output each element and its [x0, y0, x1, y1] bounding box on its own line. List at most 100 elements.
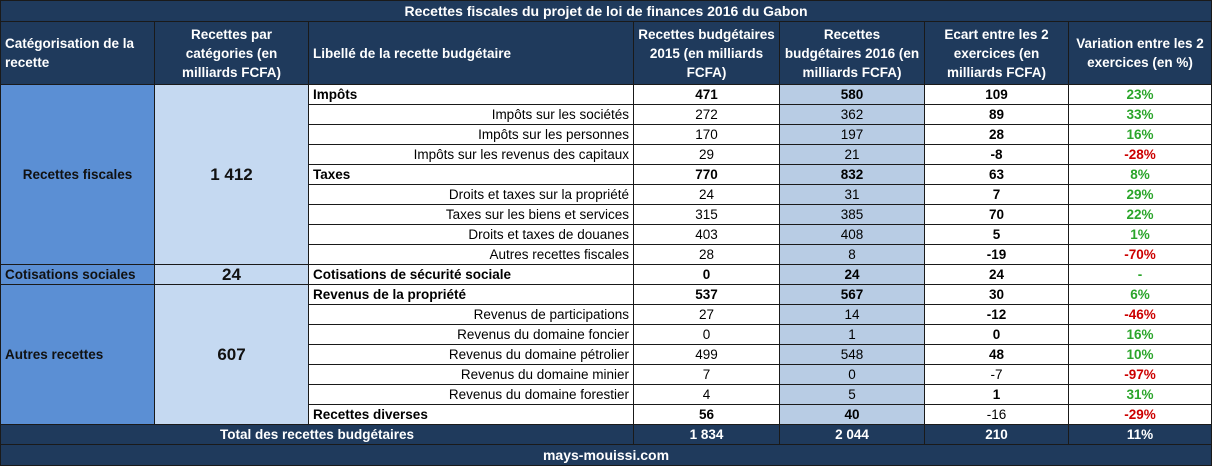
- value-variation: -: [1068, 264, 1212, 285]
- table-row: Revenus de participations 27 14 -12 -46%: [1, 304, 1212, 325]
- total-row: Total des recettes budgétaires 1 834 2 044…: [0, 424, 1212, 445]
- category-amount: 607: [154, 284, 309, 425]
- header-categorisation: Catégorisation de la recette: [0, 21, 155, 85]
- value-ecart: 109: [924, 84, 1069, 105]
- value-variation: -29%: [1068, 404, 1212, 425]
- value-ecart: 28: [924, 124, 1069, 145]
- table-row: Revenus du domaine forestier 4 5 1 31%: [1, 384, 1212, 405]
- total-r2016: 2 044: [779, 424, 925, 445]
- revenue-label: Impôts: [308, 84, 634, 105]
- value-2016: 1: [779, 324, 925, 345]
- value-2015: 7: [633, 364, 780, 385]
- value-2016: 548: [779, 344, 925, 365]
- value-variation: 16%: [1068, 124, 1212, 145]
- value-2016: 362: [779, 104, 925, 125]
- value-ecart: 30: [924, 284, 1069, 305]
- table-row: Recettes fiscales 1 412 Impôts 471 580 109 23%: [0, 84, 1212, 265]
- value-2015: 770: [633, 164, 780, 185]
- value-2016: 567: [779, 284, 925, 305]
- value-2016: 5: [779, 384, 925, 405]
- revenue-label: Droits et taxes sur la propriété: [308, 184, 634, 205]
- value-2016: 8: [779, 244, 925, 265]
- table-row: Droits et taxes de douanes 403 408 5 1%: [1, 224, 1212, 245]
- value-ecart: 63: [924, 164, 1069, 185]
- value-ecart: 7: [924, 184, 1069, 205]
- value-2016: 24: [779, 264, 925, 285]
- value-2015: 403: [633, 224, 780, 245]
- total-ecart: 210: [924, 424, 1069, 445]
- value-2015: 537: [633, 284, 780, 305]
- value-2016: 408: [779, 224, 925, 245]
- value-variation: 23%: [1068, 84, 1212, 105]
- value-ecart: 5: [924, 224, 1069, 245]
- table-title: Recettes fiscales du projet de loi de fi…: [0, 0, 1212, 22]
- value-ecart: -7: [924, 364, 1069, 385]
- value-2015: 28: [633, 244, 780, 265]
- value-2016: 197: [779, 124, 925, 145]
- value-variation: 16%: [1068, 324, 1212, 345]
- value-ecart: 1: [924, 384, 1069, 405]
- total-var: 11%: [1068, 424, 1212, 445]
- value-2015: 24: [633, 184, 780, 205]
- value-2016: 832: [779, 164, 925, 185]
- value-ecart: -16: [924, 404, 1069, 425]
- value-variation: 31%: [1068, 384, 1212, 405]
- value-variation: -70%: [1068, 244, 1212, 265]
- revenue-label: Impôts sur les personnes: [308, 124, 634, 145]
- total-r2015: 1 834: [633, 424, 780, 445]
- revenue-label: Droits et taxes de douanes: [308, 224, 634, 245]
- value-2015: 56: [633, 404, 780, 425]
- revenue-label: Revenus de participations: [308, 304, 634, 325]
- value-variation: 6%: [1068, 284, 1212, 305]
- revenue-label: Recettes diverses: [308, 404, 634, 425]
- table-row: Impôts sur les sociétés 272 362 89 33%: [1, 104, 1212, 125]
- header-recettes-2016: Recettes budgétaires 2016 (en milliards …: [779, 21, 925, 85]
- value-2015: 29: [633, 144, 780, 165]
- revenue-label: Revenus du domaine foncier: [308, 324, 634, 345]
- value-ecart: -8: [924, 144, 1069, 165]
- table-row: Taxes 770 832 63 8%: [1, 164, 1212, 185]
- revenue-label: Revenus du domaine minier: [308, 364, 634, 385]
- value-2016: 14: [779, 304, 925, 325]
- value-ecart: -12: [924, 304, 1069, 325]
- value-ecart: 89: [924, 104, 1069, 125]
- value-2015: 499: [633, 344, 780, 365]
- value-2016: 385: [779, 204, 925, 225]
- category-amount: 24: [154, 264, 309, 285]
- value-ecart: 0: [924, 324, 1069, 345]
- value-2015: 315: [633, 204, 780, 225]
- table-row: Revenus du domaine foncier 0 1 0 16%: [1, 324, 1212, 345]
- value-variation: 22%: [1068, 204, 1212, 225]
- category-name: Recettes fiscales: [0, 84, 155, 265]
- value-variation: 33%: [1068, 104, 1212, 125]
- value-variation: 8%: [1068, 164, 1212, 185]
- revenue-label: Taxes sur les biens et services: [308, 204, 634, 225]
- value-variation: 1%: [1068, 224, 1212, 245]
- table-row: Cotisations sociales 24 Cotisations de séc…: [0, 264, 1212, 285]
- revenue-label: Impôts sur les sociétés: [308, 104, 634, 125]
- value-2016: 21: [779, 144, 925, 165]
- value-variation: 29%: [1068, 184, 1212, 205]
- category-name: Cotisations sociales: [0, 264, 155, 285]
- value-ecart: 48: [924, 344, 1069, 365]
- revenue-label: Cotisations de sécurité sociale: [308, 264, 634, 285]
- value-ecart: 24: [924, 264, 1069, 285]
- value-ecart: 70: [924, 204, 1069, 225]
- header-variation: Variation entre les 2 exercices (en %): [1068, 21, 1212, 85]
- value-2015: 272: [633, 104, 780, 125]
- value-variation: -97%: [1068, 364, 1212, 385]
- value-2015: 170: [633, 124, 780, 145]
- value-2015: 27: [633, 304, 780, 325]
- table-row: Droits et taxes sur la propriété 24 31 7 29%: [1, 184, 1212, 205]
- category-amount: 1 412: [154, 84, 309, 265]
- value-2015: 0: [633, 324, 780, 345]
- value-variation: -46%: [1068, 304, 1212, 325]
- source-footer: mays-mouissi.com: [0, 444, 1212, 466]
- value-2016: 40: [779, 404, 925, 425]
- revenue-label: Autres recettes fiscales: [308, 244, 634, 265]
- value-2016: 31: [779, 184, 925, 205]
- table-row: Taxes sur les biens et services 315 385 70 2…: [1, 204, 1212, 225]
- value-variation: 10%: [1068, 344, 1212, 365]
- header-par-categories: Recettes par catégories (en milliards FC…: [154, 21, 309, 85]
